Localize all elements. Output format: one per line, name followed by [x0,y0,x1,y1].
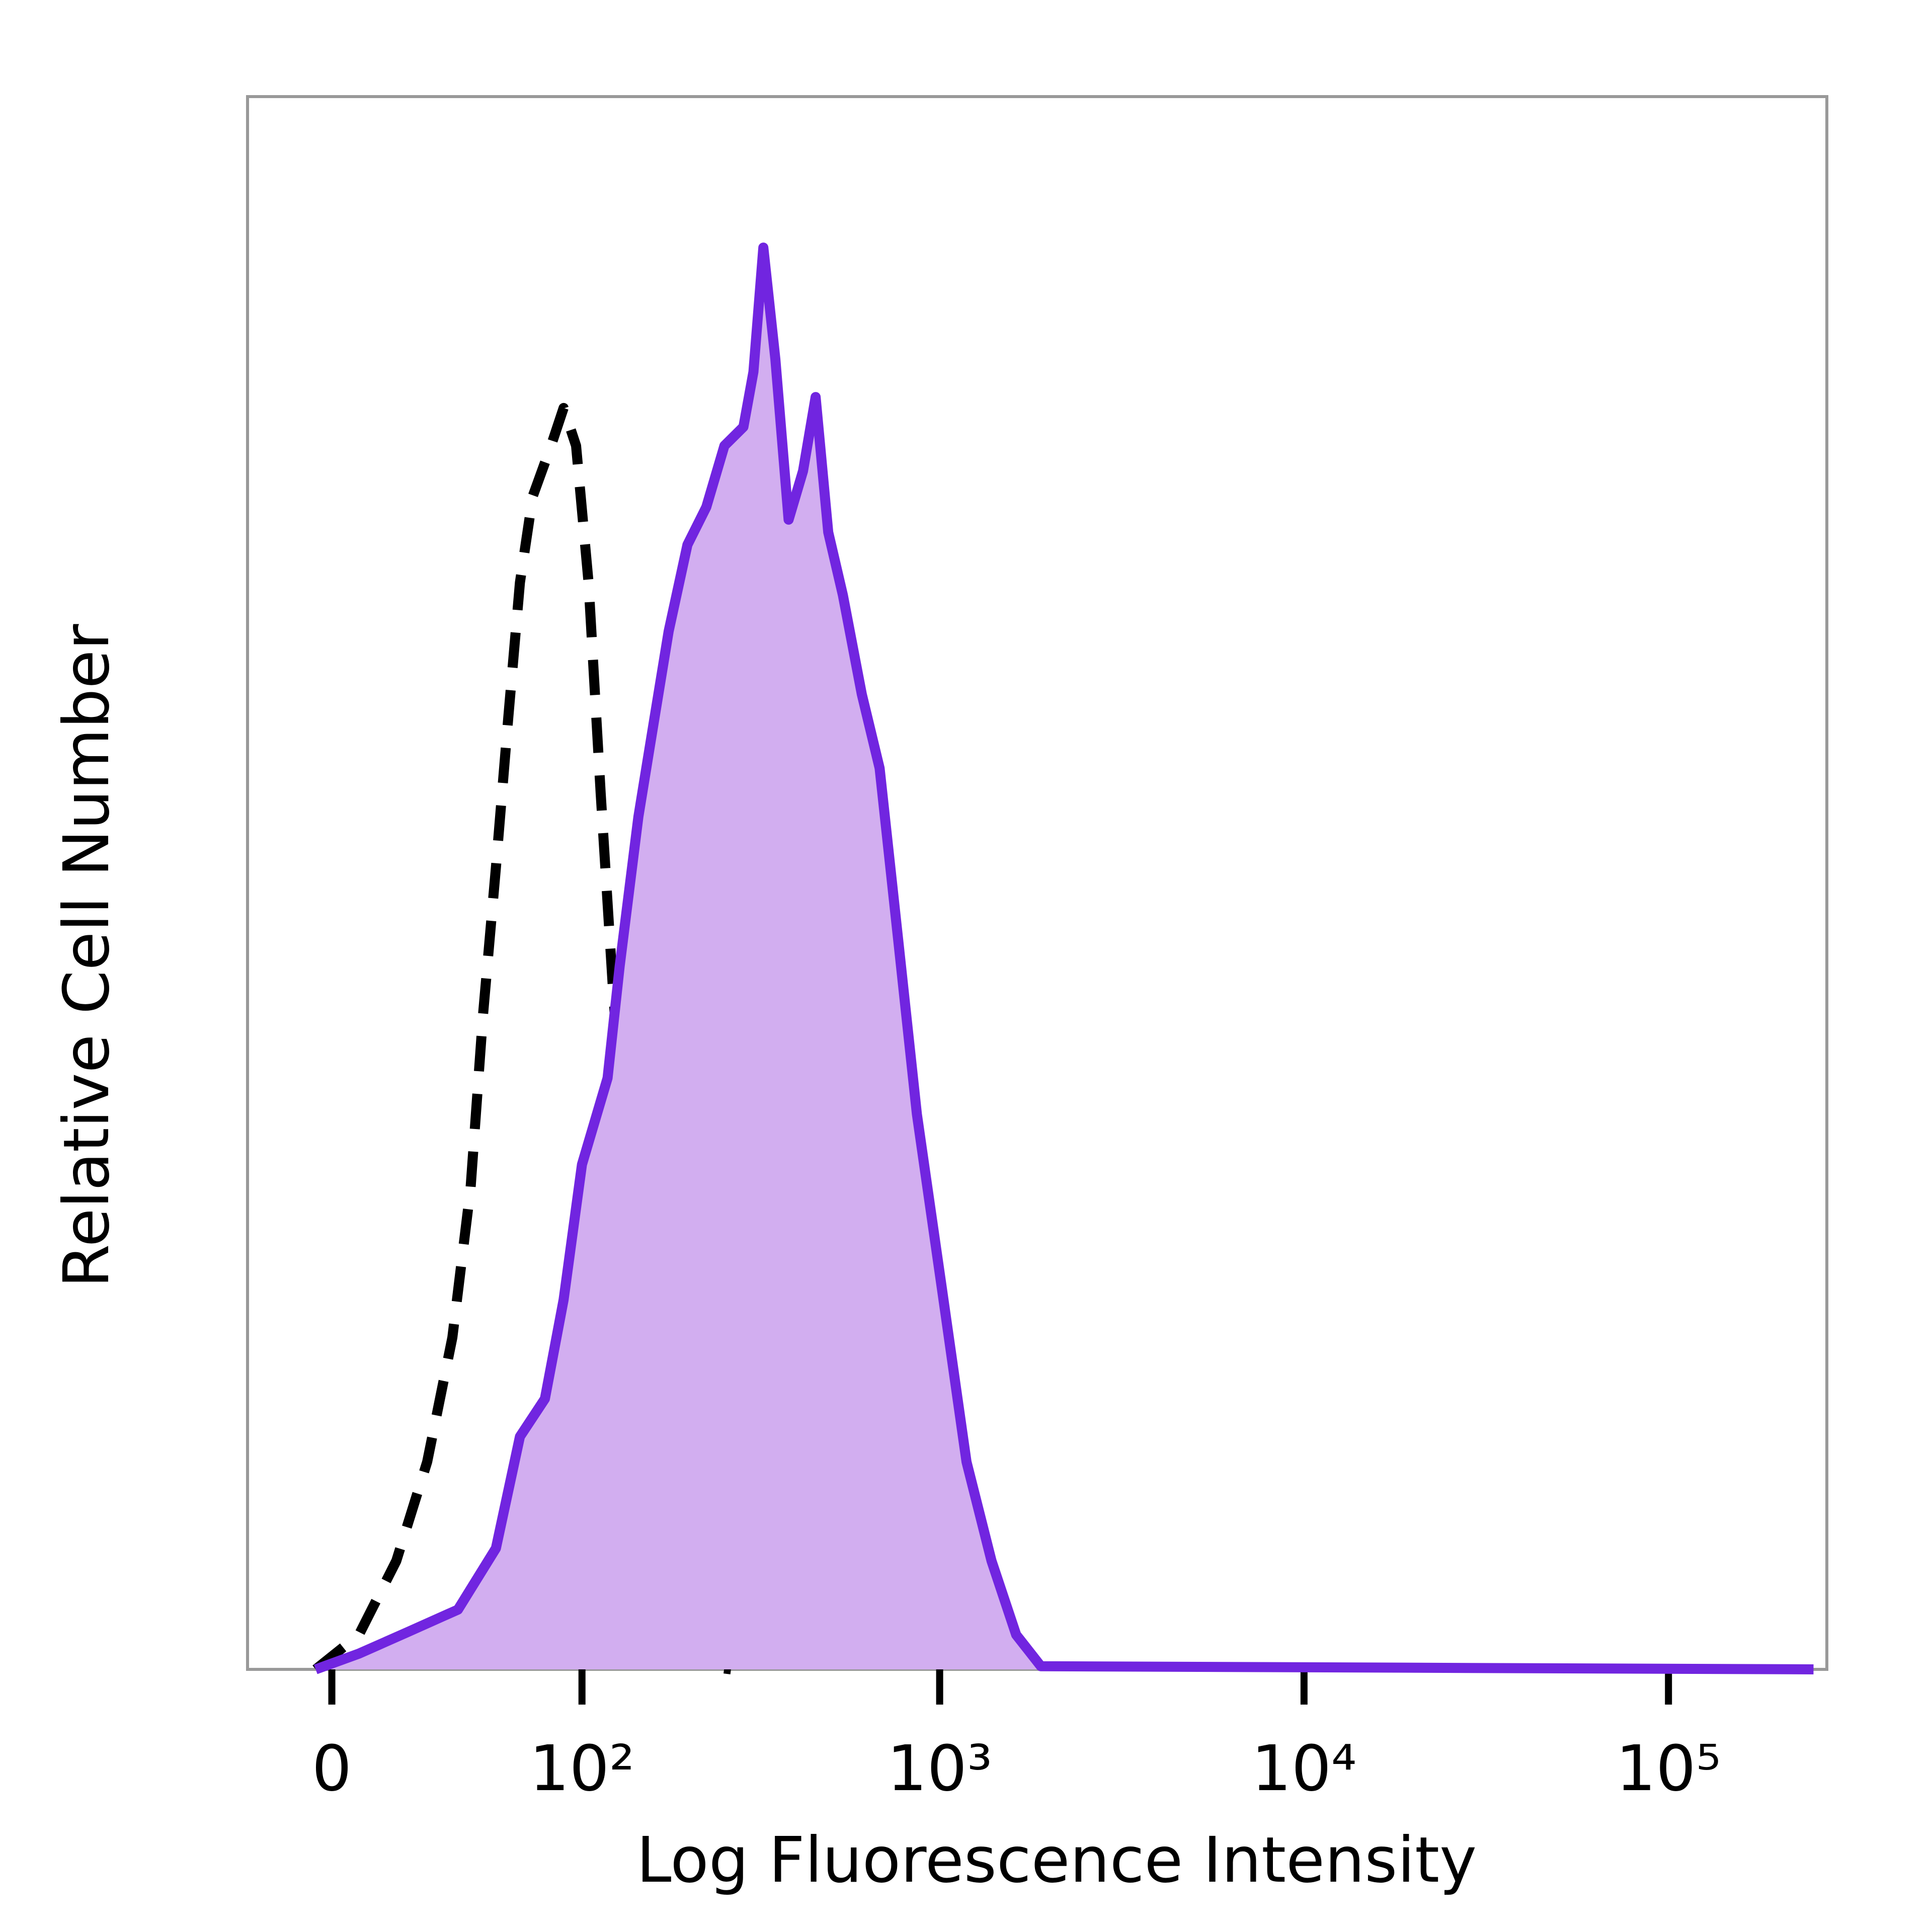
x-tick-label: 0 [312,1732,352,1805]
histogram-line [313,243,1814,1674]
x-tick-label: 10⁵ [1616,1732,1721,1805]
x-tick-label: 10³ [887,1732,992,1805]
y-axis-title: Relative Cell Number [50,624,123,1288]
x-tick-label: 10⁴ [1251,1732,1356,1805]
x-tick-label: 10² [529,1732,634,1805]
x-axis-title: Log Fluorescence Intensity [636,1824,1477,1897]
plot-frame [246,95,1828,1671]
area-fill [315,248,1814,1669]
